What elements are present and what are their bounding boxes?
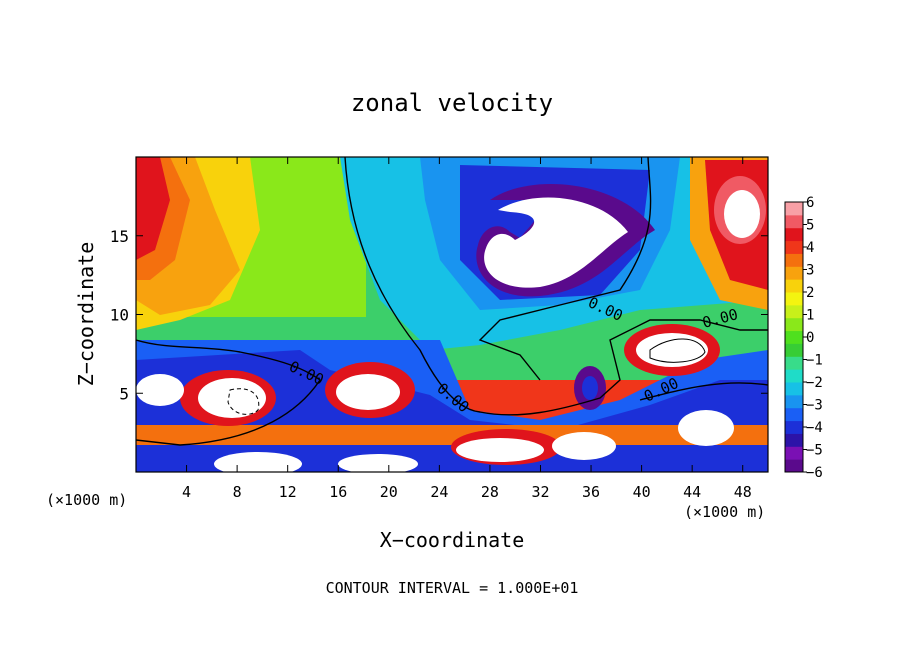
colorbar-swatch [785,266,803,280]
colorbar-tick-label: −4 [806,420,823,436]
y-tick-label: 10 [110,306,129,325]
colorbar-tick-label: 1 [806,308,814,324]
x-axis-label: X−coordinate [380,528,525,552]
colorbar-swatch [785,227,803,242]
colorbar-swatch [785,446,803,460]
x-tick-label: 40 [633,483,651,501]
colorbar-tick-label: −6 [806,465,823,481]
x-tick-label: 20 [380,483,398,501]
colorbar-tick-label: −3 [806,398,823,414]
heatmap-field [136,157,768,472]
x-tick-label: 12 [279,483,297,501]
colorbar-swatch [785,202,803,216]
x-tick-label: 8 [233,483,242,501]
chart-title: zonal velocity [351,89,553,117]
y-axis-label: Z−coordinate [74,242,98,387]
x-unit-left: (×1000 m) [46,491,127,509]
contour-interval-note: CONTOUR INTERVAL = 1.000E+01 [326,579,579,597]
x-tick-label: 28 [481,483,499,501]
colorbar-swatch [785,343,803,357]
colorbar-tick-label: 4 [806,240,814,256]
colorbar-swatch [785,382,803,396]
colorbar-tick-label: 2 [806,285,814,301]
colorbar-swatch [785,292,803,306]
colorbar-swatch [785,459,803,473]
colorbar-tick-label: −1 [806,353,823,369]
colorbar-swatch [785,369,803,383]
colorbar-tick-label: −5 [806,443,823,459]
x-tick-label: 44 [683,483,701,501]
y-tick-label: 5 [119,384,129,403]
colorbar-swatch [785,279,803,293]
x-tick-label: 36 [582,483,600,501]
colorbar: 6 5 4 3 2 1 0 −1 −2 −3 −4 −5 −6 [784,195,823,481]
colorbar-tick-label: 5 [806,218,814,234]
colorbar-swatch [785,420,803,434]
colorbar-tick-label: 6 [806,195,814,211]
colorbar-swatch [785,330,803,344]
colorbar-swatch [785,304,803,319]
x-tick-label: 24 [430,483,448,501]
colorbar-tick-label: 3 [806,263,814,279]
colorbar-swatch [785,394,803,409]
x-unit-right: (×1000 m) [684,503,765,521]
colorbar-swatch [785,253,803,267]
colorbar-tick-label: 0 [806,330,814,346]
colorbar-swatch [785,407,803,422]
colorbar-swatch [785,240,803,254]
x-tick-label: 32 [531,483,549,501]
x-axis: 4 8 12 16 20 24 28 32 36 40 44 48 [182,157,752,501]
x-tick-label: 16 [329,483,347,501]
colorbar-swatch [785,317,803,332]
x-tick-label: 48 [734,483,752,501]
colorbar-swatch [785,214,803,229]
colorbar-swatch [785,356,803,370]
y-axis: 5 10 15 [110,227,768,403]
x-tick-label: 4 [182,483,191,501]
y-tick-label: 15 [110,227,129,246]
colorbar-swatch [785,433,803,447]
colorbar-tick-label: −2 [806,375,823,391]
